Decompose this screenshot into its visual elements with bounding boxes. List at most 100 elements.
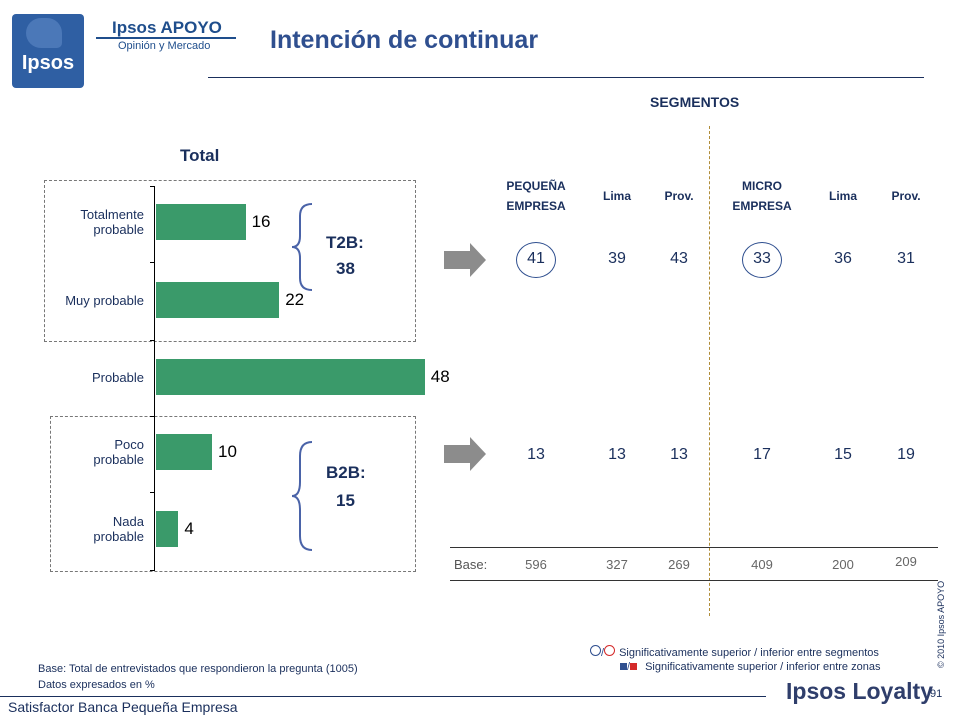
category-label-line: Totalmente	[80, 207, 144, 222]
b2b-brace	[292, 441, 313, 551]
segment-column-header: Prov.	[856, 186, 956, 206]
circle-legend-icon-2	[604, 645, 616, 656]
segment-b2b-value: 13	[527, 446, 545, 463]
logo-word: Ipsos	[21, 52, 75, 74]
segment-base-value: 200	[832, 557, 854, 572]
segment-b2b-value: 15	[834, 446, 852, 463]
logo-head-icon	[26, 18, 62, 48]
segment-column-header-line: Lima	[602, 189, 631, 203]
t2b-label: T2B:	[326, 233, 364, 252]
page-number: 91	[930, 688, 943, 700]
copyright: © 2010 Ipsos APOYO	[936, 580, 946, 668]
segment-column-header: Lima	[793, 186, 893, 206]
category-label-line: Probable	[91, 369, 144, 385]
segment-column-header-line: Lima	[828, 189, 857, 203]
category-label-line: Muy probable	[65, 292, 144, 308]
category-label: Nada probable	[14, 514, 144, 544]
y-axis	[154, 186, 155, 570]
category-label-line: Poco	[114, 437, 144, 452]
segment-base-value: 209	[895, 554, 917, 569]
brand-name: Ipsos APOYO	[112, 18, 222, 37]
legend-zones: / Significativamente superior / inferior …	[620, 661, 880, 673]
category-label-line: probable	[93, 529, 144, 544]
t2b-arrow-icon	[444, 243, 486, 277]
bar-value-label: 22	[285, 290, 305, 309]
bar	[156, 434, 212, 470]
segment-t2b-value: 39	[608, 250, 626, 267]
segment-b2b-value: 13	[608, 446, 626, 463]
b2b-value: 15	[336, 491, 355, 510]
bar	[156, 204, 246, 240]
category-label: Muy probable	[14, 293, 144, 308]
square-legend-icon	[620, 663, 627, 670]
significance-circle	[516, 242, 556, 278]
base-top-rule	[450, 547, 938, 548]
data-note: Datos expresados en %	[38, 679, 155, 691]
category-label: Probable	[14, 370, 144, 385]
category-label-line: probable	[93, 452, 144, 467]
base-label: Base:	[454, 557, 488, 572]
bar-value-label: 16	[251, 212, 271, 231]
base-bottom-rule	[450, 580, 938, 581]
segment-base-value: 269	[668, 557, 690, 572]
segment-column-header-line: Prov.	[891, 189, 921, 203]
y-axis-tick	[150, 416, 155, 417]
category-label-line: probable	[93, 222, 144, 237]
y-axis-tick	[150, 186, 155, 187]
t2b-value: 38	[336, 259, 355, 278]
category-label-line: Nada	[112, 514, 144, 529]
bar-value-label: 10	[218, 442, 237, 461]
segment-column-header-line: PEQUEÑA	[506, 179, 566, 193]
bar-value-label: 4	[184, 519, 194, 538]
chart-title: Total	[180, 146, 220, 165]
segments-heading: SEGMENTOS	[650, 94, 740, 110]
segment-t2b-value: 33	[753, 250, 771, 267]
segment-column-header-line: EMPRESA	[506, 199, 566, 213]
segment-t2b-value: 31	[897, 250, 915, 267]
b2b-group-box	[50, 416, 416, 572]
ipsos-loyalty-logo: Ipsos Loyalty	[786, 678, 933, 704]
footer-rule	[0, 696, 766, 697]
footer-text: Satisfactor Banca Pequeña Empresa	[8, 699, 238, 715]
segment-t2b-value: 41	[527, 250, 545, 267]
segment-t2b-value: 43	[670, 250, 688, 267]
legend-segments: / Significativamente superior / inferior …	[590, 645, 879, 659]
y-axis-tick	[150, 262, 155, 263]
legend-segments-text: Significativamente superior / inferior e…	[619, 647, 879, 659]
y-axis-tick	[150, 340, 155, 341]
page-title: Intención de continuar	[270, 26, 539, 54]
circle-legend-icon	[590, 645, 601, 656]
t2b-brace	[292, 203, 313, 291]
segment-base-value: 409	[751, 557, 773, 572]
t2b-group-box	[44, 180, 416, 342]
brand-underline	[96, 37, 236, 39]
category-label: Poco probable	[14, 437, 144, 467]
segment-divider	[709, 126, 710, 616]
category-label: Totalmente probable	[14, 207, 144, 237]
y-axis-tick	[150, 492, 155, 493]
b2b-arrow-icon	[444, 437, 486, 471]
brand-tagline: Opinión y Mercado	[118, 40, 211, 52]
segment-base-value: 596	[525, 557, 547, 572]
y-axis-tick	[150, 570, 155, 571]
segment-b2b-value: 19	[897, 446, 915, 463]
segment-column-header: Lima	[567, 186, 667, 206]
segment-column-header: Prov.	[629, 186, 729, 206]
segment-column-header-line: Prov.	[664, 189, 694, 203]
segment-column-header: PEQUEÑA EMPRESA	[486, 176, 586, 216]
bar	[156, 359, 425, 395]
legend-zones-text: Significativamente superior / inferior e…	[645, 661, 881, 673]
segment-column-header-line: MICRO	[742, 179, 782, 193]
bar	[156, 511, 179, 547]
b2b-label: B2B:	[326, 463, 366, 482]
significance-circle	[742, 242, 782, 278]
square-legend-icon-2	[630, 663, 638, 670]
base-note: Base: Total de entrevistados que respond…	[38, 663, 358, 675]
segment-base-value: 327	[606, 557, 628, 572]
segment-b2b-value: 17	[753, 446, 771, 463]
title-rule	[208, 77, 924, 78]
segment-column-header: MICRO EMPRESA	[712, 176, 812, 216]
segment-column-header-line: EMPRESA	[732, 199, 792, 213]
bar-value-label: 48	[430, 367, 450, 386]
bar	[156, 282, 280, 318]
